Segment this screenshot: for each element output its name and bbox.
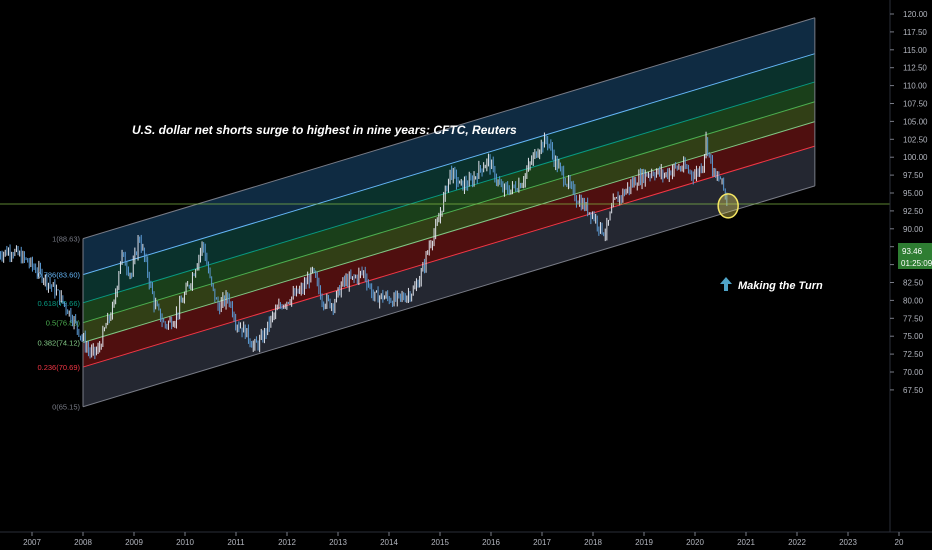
x-tick-label: 20 xyxy=(895,538,904,547)
y-tick-label: 95.00 xyxy=(903,189,924,198)
y-tick-label: 102.50 xyxy=(903,135,928,144)
fib-band-fill xyxy=(83,81,815,323)
fib-channel-labels: 0(65.15) 0.236(70.69) 0.382(74.12) 0.5(76.8… xyxy=(37,235,80,412)
y-tick-label: 77.50 xyxy=(903,314,924,323)
y-tick-label: 115.00 xyxy=(903,46,927,55)
y-tick-label: 67.50 xyxy=(903,386,924,395)
fib-band-fill xyxy=(83,146,815,407)
current-price-badge: 93.46 01:25:09 xyxy=(898,243,932,269)
y-tick-label: 100.00 xyxy=(903,153,928,162)
x-tick-label: 2020 xyxy=(686,538,704,547)
y-tick-label: 110.00 xyxy=(903,82,927,91)
x-tick-label: 2012 xyxy=(278,538,296,547)
x-tick-label: 2016 xyxy=(482,538,500,547)
x-tick-label: 2009 xyxy=(125,538,143,547)
x-tick-label: 2018 xyxy=(584,538,602,547)
y-tick-label: 72.50 xyxy=(903,350,924,359)
y-tick-label: 107.50 xyxy=(903,100,928,109)
y-tick-label: 80.00 xyxy=(903,296,924,305)
bar-countdown: 01:25:09 xyxy=(901,259,932,268)
y-tick-label: 82.50 xyxy=(903,279,924,288)
fib-level-label: 0.786(83.60) xyxy=(37,271,80,280)
x-tick-label: 2013 xyxy=(329,538,347,547)
x-tick-label: 2023 xyxy=(839,538,857,547)
y-tick-label: 117.50 xyxy=(903,28,927,37)
fib-level-label: 1(88.63) xyxy=(52,235,80,244)
y-tick-label: 90.00 xyxy=(903,225,924,234)
fib-band-fill xyxy=(83,101,815,343)
fib-level-line xyxy=(82,101,815,324)
y-tick-label: 112.50 xyxy=(903,64,927,73)
x-tick-label: 2011 xyxy=(227,538,245,547)
up-arrow-icon xyxy=(720,277,732,291)
chart-title: U.S. dollar net shorts surge to highest … xyxy=(132,123,517,137)
x-tick-label: 2010 xyxy=(176,538,194,547)
x-tick-label: 2017 xyxy=(533,538,551,547)
y-tick-label: 105.00 xyxy=(903,117,928,126)
price-series xyxy=(0,131,728,360)
annotation-text: Making the Turn xyxy=(738,280,823,292)
fib-level-line xyxy=(82,121,815,343)
highlight-circle xyxy=(717,193,739,219)
fib-level-label: 0.5(76.89) xyxy=(46,319,81,328)
fib-level-line xyxy=(82,53,815,276)
x-axis-background xyxy=(0,532,932,550)
fib-level-label: 0.618(79.66) xyxy=(37,299,80,308)
x-tick-label: 2021 xyxy=(737,538,755,547)
x-tick-label: 2007 xyxy=(23,538,41,547)
fib-level-line xyxy=(82,185,815,408)
x-tick-label: 2022 xyxy=(788,538,806,547)
fib-level-label: 0.236(70.69) xyxy=(37,363,80,372)
y-tick-label: 92.50 xyxy=(903,207,924,216)
y-tick-label: 97.50 xyxy=(903,171,924,180)
current-price-value: 93.46 xyxy=(902,247,923,256)
fib-channel-fills xyxy=(83,17,815,407)
fib-band-fill xyxy=(83,121,815,368)
fib-level-line xyxy=(82,17,815,240)
x-tick-label: 2014 xyxy=(380,538,398,547)
y-tick-label: 70.00 xyxy=(903,368,924,377)
x-tick-label: 2008 xyxy=(74,538,92,547)
fib-band-fill xyxy=(83,17,815,275)
fib-band-fill xyxy=(83,53,815,303)
x-axis[interactable]: 2007 2008 2009 2010 2011 2012 2013 2014 2015 2016… xyxy=(0,531,932,550)
x-tick-label: 2015 xyxy=(431,538,449,547)
y-tick-label: 120.00 xyxy=(903,10,928,19)
price-badge-box xyxy=(898,243,932,269)
fib-level-label: 0.382(74.12) xyxy=(37,339,80,348)
annotation-group xyxy=(717,193,739,291)
x-tick-label: 2019 xyxy=(635,538,653,547)
fib-level-label: 0(65.15) xyxy=(52,403,80,412)
y-tick-label: 75.00 xyxy=(903,332,924,341)
